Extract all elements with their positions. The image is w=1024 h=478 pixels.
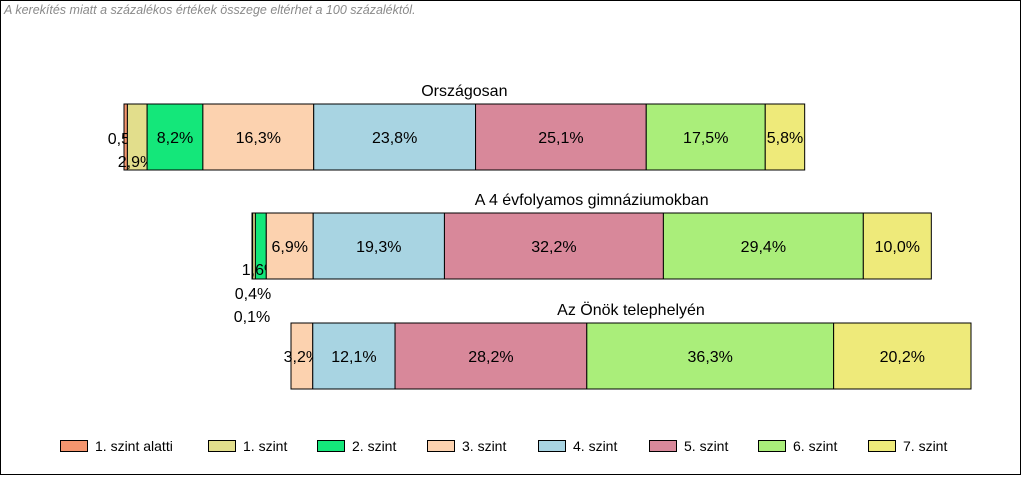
legend-label: 7. szint (903, 438, 948, 454)
legend: 1. szint alatti 1. szint 2. szint 3. szint 4… (0, 430, 1024, 460)
data-label: 20,2% (880, 349, 925, 366)
series-title: Országosan (421, 83, 507, 100)
data-label: 16,3% (236, 130, 281, 147)
data-label: 6,9% (272, 239, 308, 256)
data-label: 19,3% (356, 239, 401, 256)
bar-segment (265, 212, 314, 280)
legend-swatch (868, 440, 896, 452)
legend-swatch (649, 440, 677, 452)
bar-segment (833, 322, 972, 390)
data-label: 2,9% (118, 154, 154, 171)
bar-segment (312, 322, 396, 390)
bar-segment (443, 212, 664, 280)
data-label: 8,2% (157, 130, 193, 147)
bar-segment (645, 103, 766, 171)
legend-label: 2. szint (352, 438, 397, 454)
legend-swatch (538, 440, 566, 452)
bar-segment (764, 103, 806, 171)
data-label: 0,4% (235, 286, 271, 303)
bar-segment (394, 322, 588, 390)
bar-segment (662, 212, 864, 280)
legend-swatch (758, 440, 786, 452)
legend-item: 1. szint (208, 438, 287, 454)
legend-item: 3. szint (427, 438, 506, 454)
rounding-note: A kerekítés miatt a százalékos értékek ö… (4, 3, 416, 17)
series-title: Az Önök telephelyén (557, 301, 705, 319)
legend-label: 1. szint (243, 438, 288, 454)
legend-label: 6. szint (793, 438, 838, 454)
legend-label: 3. szint (462, 438, 507, 454)
bar-segment (862, 212, 932, 280)
bar-segment (586, 322, 835, 390)
legend-swatch (208, 440, 236, 452)
legend-label: 4. szint (573, 438, 618, 454)
data-label: 5,8% (767, 130, 803, 147)
legend-item: 6. szint (758, 438, 837, 454)
data-label: 29,4% (741, 239, 786, 256)
data-label: 23,8% (372, 130, 417, 147)
legend-label: 1. szint alatti (95, 438, 173, 454)
legend-swatch (317, 440, 345, 452)
data-label: 12,1% (331, 349, 376, 366)
legend-item: 2. szint (317, 438, 396, 454)
data-label: 25,1% (538, 130, 583, 147)
data-label: 17,5% (683, 130, 728, 147)
legend-swatch (60, 440, 88, 452)
data-label: 0,1% (234, 309, 270, 326)
legend-item: 5. szint (649, 438, 728, 454)
data-label: 32,2% (531, 239, 576, 256)
bar-segment (313, 103, 477, 171)
legend-item: 7. szint (868, 438, 947, 454)
series-title: A 4 évfolyamos gimnáziumokban (475, 192, 709, 209)
legend-label: 5. szint (684, 438, 729, 454)
bar-segment (312, 212, 445, 280)
data-label: 28,2% (468, 349, 513, 366)
legend-item: 4. szint (538, 438, 617, 454)
data-label: 36,3% (688, 349, 733, 366)
data-label: 10,0% (875, 239, 920, 256)
data-label: 3,2% (284, 349, 320, 366)
legend-item: 1. szint alatti (60, 438, 173, 454)
legend-swatch (427, 440, 455, 452)
